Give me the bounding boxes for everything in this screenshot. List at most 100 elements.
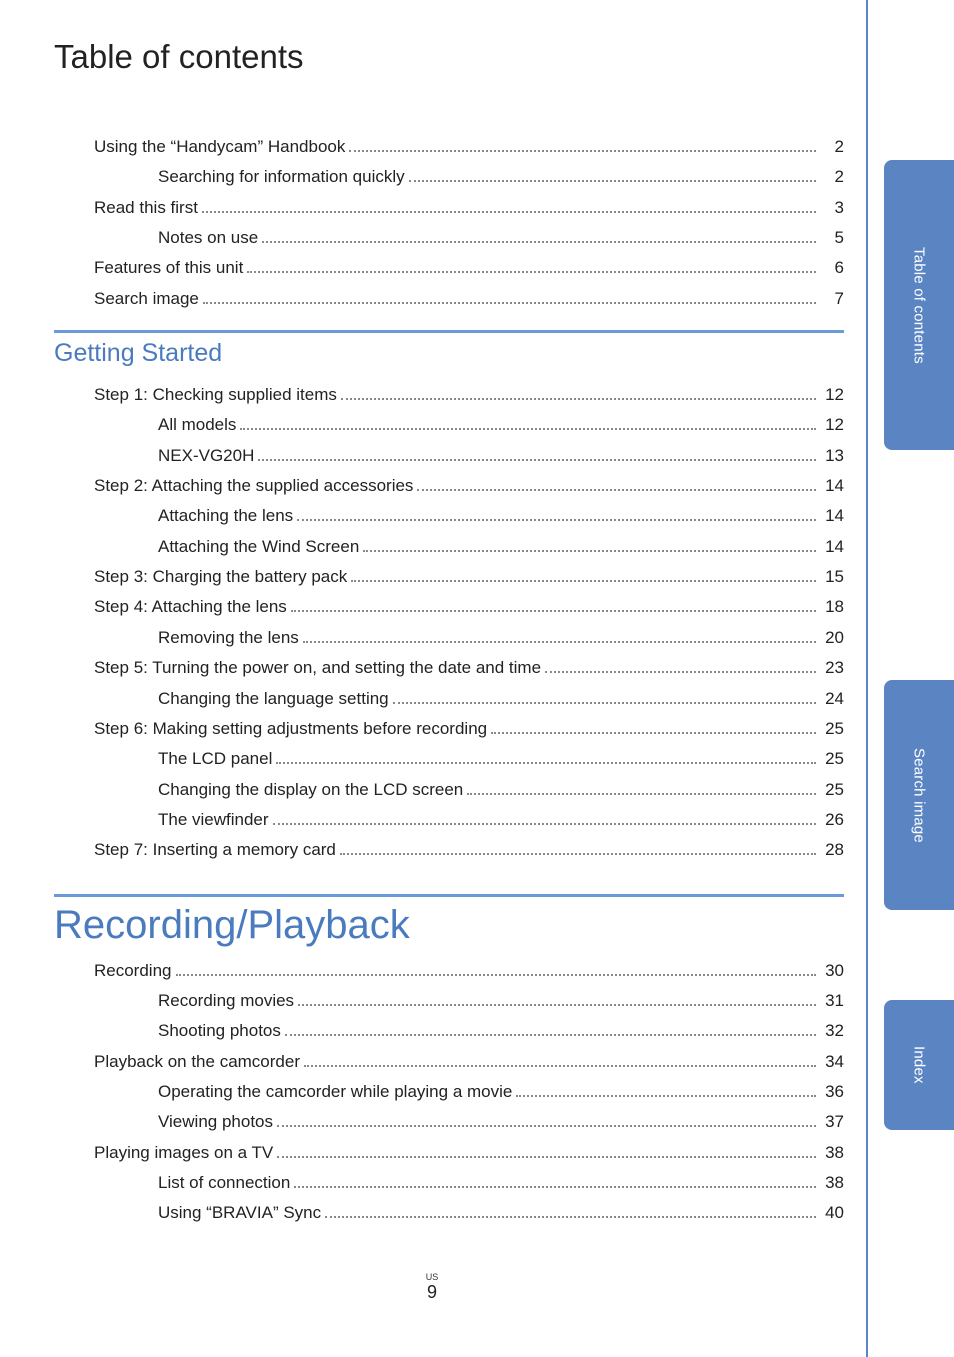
toc-entry[interactable]: Shooting photos32 [54,1018,844,1044]
toc-entry-label: Changing the language setting [158,686,389,712]
toc-entry-label: Step 1: Checking supplied items [94,382,337,408]
toc-entry-label: Step 4: Attaching the lens [94,594,287,620]
toc-entry-label: Notes on use [158,225,258,251]
toc-entry-page: 20 [820,625,844,651]
toc-leader-dots [273,823,816,825]
toc-entry-page: 7 [820,286,844,312]
toc-leader-dots [303,641,816,643]
toc-leader-dots [516,1095,816,1097]
toc-entry[interactable]: Attaching the lens 14 [54,503,844,529]
toc-entry-label: Attaching the lens [158,503,293,529]
toc-entry[interactable]: Using the “Handycam” Handbook 2 [54,134,844,160]
toc-entry[interactable]: Searching for information quickly 2 [54,164,844,190]
toc-entry[interactable]: Step 7: Inserting a memory card28 [54,837,844,863]
toc-leader-dots [298,1004,816,1006]
toc-entry-page: 38 [820,1140,844,1166]
section-heading-getting-started[interactable]: Getting Started [54,330,844,368]
toc-entry[interactable]: Operating the camcorder while playing a … [54,1079,844,1105]
toc-leader-dots [349,150,816,152]
toc-entry[interactable]: Read this first 3 [54,195,844,221]
toc-entry-page: 3 [820,195,844,221]
toc-entry-page: 2 [820,134,844,160]
toc-entry[interactable]: Recording movies31 [54,988,844,1014]
toc-leader-dots [176,974,817,976]
toc-entry-label: Changing the display on the LCD screen [158,777,463,803]
toc-entry[interactable]: Step 2: Attaching the supplied accessori… [54,473,844,499]
side-tab-table-of-contents[interactable]: Table of contents [884,160,954,450]
toc-leader-dots [202,211,816,213]
toc-entry[interactable]: Changing the display on the LCD screen 25 [54,777,844,803]
toc-entry[interactable]: Step 1: Checking supplied items12 [54,382,844,408]
toc-entry[interactable]: Step 6: Making setting adjustments befor… [54,716,844,742]
toc-entry[interactable]: The LCD panel25 [54,746,844,772]
toc-entry-label: Searching for information quickly [158,164,405,190]
toc-entry-label: Removing the lens [158,625,299,651]
toc-entry[interactable]: Removing the lens 20 [54,625,844,651]
toc-entry-page: 36 [820,1079,844,1105]
toc-leader-dots [393,702,816,704]
toc-entry-label: Playing images on a TV [94,1140,273,1166]
toc-entry[interactable]: List of connection38 [54,1170,844,1196]
toc-entry-label: Search image [94,286,199,312]
toc-intro-block: Using the “Handycam” Handbook2Searching … [54,134,844,312]
toc-entry-page: 14 [820,503,844,529]
toc-entry[interactable]: All models12 [54,412,844,438]
toc-entry-label: Viewing photos [158,1109,273,1135]
toc-leader-dots [417,489,816,491]
toc-entry[interactable]: Features of this unit6 [54,255,844,281]
toc-entry-page: 12 [820,412,844,438]
toc-entry-label: Using the “Handycam” Handbook [94,134,345,160]
toc-entry-page: 14 [820,534,844,560]
toc-entry-page: 13 [820,443,844,469]
toc-entry[interactable]: Attaching the Wind Screen 14 [54,534,844,560]
toc-leader-dots [291,610,816,612]
page: Table of contents Using the “Handycam” H… [0,0,954,1357]
toc-entry-page: 2 [820,164,844,190]
toc-leader-dots [351,580,816,582]
toc-leader-dots [276,762,816,764]
side-tabs: Table of contents Search image Index [866,0,954,1357]
side-tab-search-image[interactable]: Search image [884,680,954,910]
toc-entry-page: 25 [820,716,844,742]
toc-entry[interactable]: Recording 30 [54,958,844,984]
toc-entry-label: Playback on the camcorder [94,1049,300,1075]
side-tab-index[interactable]: Index [884,1000,954,1130]
toc-leader-dots [340,853,816,855]
toc-entry[interactable]: Playing images on a TV 38 [54,1140,844,1166]
toc-leader-dots [203,302,816,304]
toc-entry-label: Step 6: Making setting adjustments befor… [94,716,487,742]
toc-entry-page: 26 [820,807,844,833]
toc-leader-dots [262,241,816,243]
toc-entry[interactable]: Using “BRAVIA” Sync40 [54,1200,844,1226]
toc-entry-label: Recording [94,958,172,984]
content-area: Table of contents Using the “Handycam” H… [54,38,844,1231]
toc-entry[interactable]: Step 3: Charging the battery pack15 [54,564,844,590]
toc-entry[interactable]: Notes on use5 [54,225,844,251]
side-tab-label: Table of contents [911,247,928,364]
toc-entry-label: Attaching the Wind Screen [158,534,359,560]
toc-entry-page: 30 [820,958,844,984]
toc-leader-dots [285,1034,816,1036]
footer-region: US [0,1272,864,1282]
toc-entry[interactable]: Changing the language setting24 [54,686,844,712]
toc-entry-label: Step 5: Turning the power on, and settin… [94,655,541,681]
toc-entry-page: 6 [820,255,844,281]
toc-entry-page: 14 [820,473,844,499]
toc-entry-page: 25 [820,777,844,803]
toc-entry-label: Read this first [94,195,198,221]
toc-leader-dots [247,271,816,273]
toc-entry[interactable]: Search image 7 [54,286,844,312]
toc-leader-dots [277,1156,816,1158]
toc-entry[interactable]: Viewing photos37 [54,1109,844,1135]
toc-entry[interactable]: The viewfinder26 [54,807,844,833]
chapter-heading-recording-playback[interactable]: Recording/Playback [54,894,844,948]
toc-entry-page: 32 [820,1018,844,1044]
toc-entry[interactable]: NEX-VG20H13 [54,443,844,469]
toc-leader-dots [341,398,816,400]
toc-entry[interactable]: Step 4: Attaching the lens18 [54,594,844,620]
toc-entry[interactable]: Playback on the camcorder34 [54,1049,844,1075]
toc-entry-page: 28 [820,837,844,863]
toc-entry[interactable]: Step 5: Turning the power on, and settin… [54,655,844,681]
toc-entry-page: 31 [820,988,844,1014]
toc-entry-label: List of connection [158,1170,290,1196]
